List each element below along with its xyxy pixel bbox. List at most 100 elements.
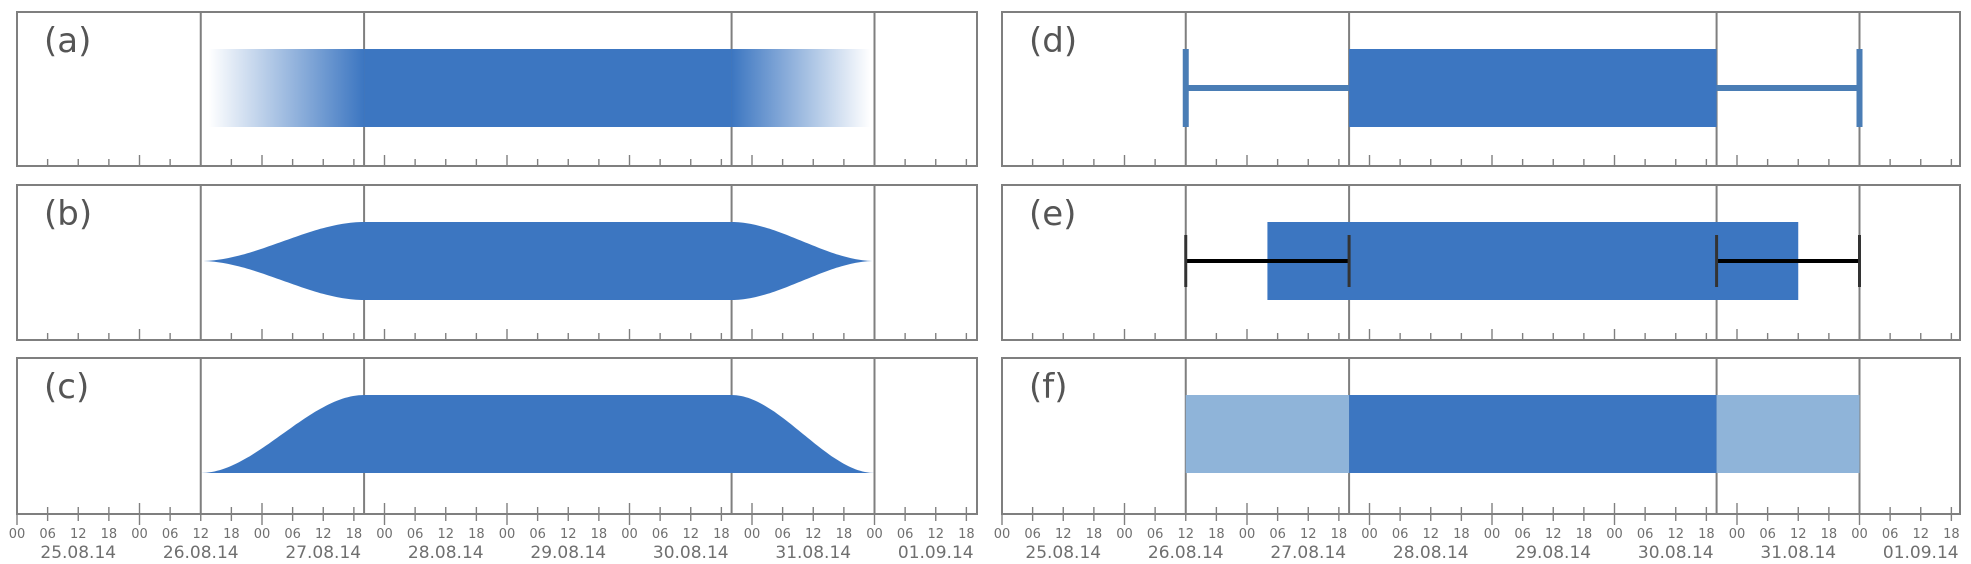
- hour-tick-label: 12: [1055, 527, 1072, 542]
- panel-label: (f): [1029, 367, 1068, 407]
- hour-tick-label: 00: [499, 527, 516, 542]
- date-tick-label: 01.09.14: [898, 543, 974, 563]
- hour-tick-label: 06: [1392, 527, 1409, 542]
- panel-label: (c): [44, 367, 89, 407]
- hour-tick-label: 18: [1698, 527, 1715, 542]
- date-tick-label: 29.08.14: [1515, 543, 1591, 563]
- date-tick-label: 27.08.14: [1270, 543, 1346, 563]
- panel-b: (b): [16, 184, 978, 341]
- hour-tick-label: 18: [836, 527, 853, 542]
- panel-label: (b): [44, 194, 92, 234]
- hour-tick-label: 00: [1606, 527, 1623, 542]
- hour-tick-label: 12: [560, 527, 577, 542]
- hour-tick-label: 06: [162, 527, 179, 542]
- hour-tick-label: 12: [1177, 527, 1194, 542]
- date-tick-label: 31.08.14: [1760, 543, 1836, 563]
- hour-tick-label: 06: [407, 527, 424, 542]
- date-tick-label: 31.08.14: [775, 543, 851, 563]
- hour-tick-label: 18: [591, 527, 608, 542]
- hour-tick-label: 06: [652, 527, 669, 542]
- hour-tick-label: 06: [1147, 527, 1164, 542]
- panels-layer: (a) (b) (c) (d) (e) (f): [16, 11, 1961, 515]
- certain-core-bar: [1349, 395, 1717, 473]
- certain-core-bar: [364, 49, 732, 127]
- hour-tick-label: 12: [437, 527, 454, 542]
- time-axis-left: 00 06 12 18 00 06 12 18 00 06 12 18 00 06 12 18 00 06 12 18…: [9, 514, 975, 563]
- date-tick-label: 25.08.14: [40, 543, 116, 563]
- bottom-taper-shape: [200, 395, 875, 473]
- hour-tick-label: 18: [713, 527, 730, 542]
- time-axes-layer: 00 06 12 18 00 06 12 18 00 06 12 18 00 06 12 18 00 06 12 18…: [9, 514, 1960, 563]
- hour-tick-label: 18: [101, 527, 118, 542]
- uncertain-start-region: [1185, 395, 1350, 473]
- hour-tick-label: 12: [1545, 527, 1562, 542]
- hour-tick-label: 00: [621, 527, 638, 542]
- date-tick-label: 30.08.14: [1638, 543, 1714, 563]
- hour-tick-label: 00: [866, 527, 883, 542]
- hour-tick-label: 06: [1024, 527, 1041, 542]
- hour-tick-label: 12: [1790, 527, 1807, 542]
- hour-tick-label: 00: [1851, 527, 1868, 542]
- hour-tick-label: 18: [1821, 527, 1838, 542]
- estimate-bar: [1267, 222, 1799, 300]
- date-tick-label: 28.08.14: [408, 543, 484, 563]
- panel-a: (a): [16, 11, 978, 167]
- hour-tick-label: 00: [254, 527, 271, 542]
- panel-label: (e): [1029, 194, 1076, 234]
- hour-tick-label: 12: [1667, 527, 1684, 542]
- hour-tick-label: 12: [315, 527, 332, 542]
- panel-label: (a): [44, 21, 91, 61]
- hour-tick-label: 12: [1912, 527, 1929, 542]
- hour-tick-label: 06: [774, 527, 791, 542]
- certain-core-bar: [1349, 49, 1717, 127]
- hour-tick-label: 06: [529, 527, 546, 542]
- hour-tick-label: 12: [192, 527, 209, 542]
- hour-tick-label: 00: [1116, 527, 1133, 542]
- hour-tick-label: 18: [468, 527, 485, 542]
- hour-tick-label: 12: [1300, 527, 1317, 542]
- hour-tick-label: 06: [1759, 527, 1776, 542]
- hour-tick-label: 06: [897, 527, 914, 542]
- hour-tick-label: 18: [223, 527, 240, 542]
- fuzzy-end-region: [731, 49, 871, 127]
- panel-label: (d): [1029, 21, 1077, 61]
- symmetric-taper-shape: [200, 222, 875, 300]
- hour-tick-label: 00: [1484, 527, 1501, 542]
- date-tick-label: 28.08.14: [1393, 543, 1469, 563]
- hour-tick-label: 18: [346, 527, 363, 542]
- panel-c: (c): [16, 357, 978, 515]
- hour-tick-label: 00: [131, 527, 148, 542]
- panel-e: (e): [1001, 184, 1961, 341]
- hour-tick-label: 12: [70, 527, 87, 542]
- fuzzy-start-region: [208, 49, 365, 127]
- date-tick-label: 26.08.14: [1148, 543, 1224, 563]
- time-axis-right: 00 06 12 18 00 06 12 18 00 06 12 18 00 06 12 18 00 06 12 18…: [994, 514, 1960, 563]
- hour-tick-label: 00: [376, 527, 393, 542]
- hour-tick-label: 00: [744, 527, 761, 542]
- hour-tick-label: 00: [9, 527, 26, 542]
- date-tick-label: 25.08.14: [1025, 543, 1101, 563]
- hour-tick-label: 06: [1637, 527, 1654, 542]
- hour-tick-label: 18: [1208, 527, 1225, 542]
- panel-d: (d): [1001, 11, 1961, 167]
- hour-tick-label: 06: [1882, 527, 1899, 542]
- hour-tick-label: 06: [39, 527, 56, 542]
- hour-tick-label: 12: [1422, 527, 1439, 542]
- hour-tick-label: 18: [958, 527, 975, 542]
- hour-tick-label: 18: [1086, 527, 1103, 542]
- date-tick-label: 30.08.14: [653, 543, 729, 563]
- panel-f: (f): [1001, 357, 1961, 515]
- uncertain-end-region: [1716, 395, 1860, 473]
- date-tick-label: 27.08.14: [285, 543, 361, 563]
- hour-tick-label: 18: [1576, 527, 1593, 542]
- hour-tick-label: 18: [1453, 527, 1470, 542]
- date-tick-label: 29.08.14: [530, 543, 606, 563]
- hour-tick-label: 00: [994, 527, 1011, 542]
- hour-tick-label: 06: [284, 527, 301, 542]
- hour-tick-label: 12: [682, 527, 699, 542]
- hour-tick-label: 06: [1514, 527, 1531, 542]
- date-tick-label: 01.09.14: [1883, 543, 1959, 563]
- hour-tick-label: 18: [1331, 527, 1348, 542]
- date-tick-label: 26.08.14: [163, 543, 239, 563]
